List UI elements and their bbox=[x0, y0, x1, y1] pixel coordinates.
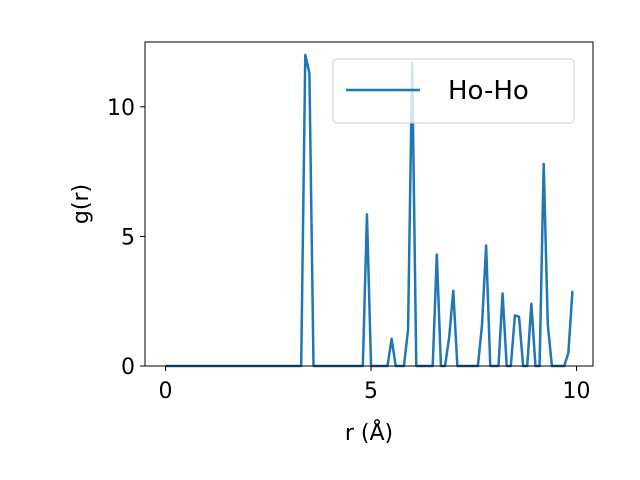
y-tick-label: 5 bbox=[121, 225, 135, 250]
legend-box bbox=[332, 58, 575, 124]
x-axis-label: r (Å) bbox=[345, 419, 393, 446]
y-tick-label: 0 bbox=[121, 355, 135, 380]
plot-frame bbox=[144, 41, 594, 367]
legend: Ho-Ho bbox=[332, 58, 575, 124]
x-tick-label: 10 bbox=[563, 379, 591, 404]
x-tick-label: 0 bbox=[159, 379, 173, 404]
x-tick-label: 5 bbox=[364, 379, 378, 404]
ticks-layer: 0 5 10 0 5 10 bbox=[107, 96, 591, 404]
legend-label: Ho-Ho bbox=[448, 76, 529, 106]
y-tick-label: 10 bbox=[107, 96, 135, 121]
y-axis-label: g(r) bbox=[69, 184, 94, 224]
